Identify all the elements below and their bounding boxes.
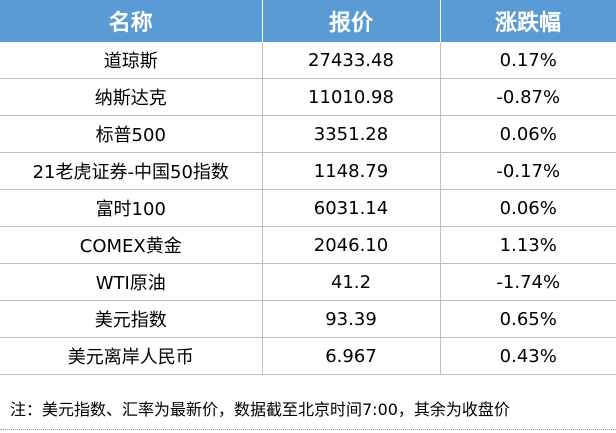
header-cell: 报价 — [262, 0, 441, 42]
table-cell: 富时100 — [0, 189, 263, 227]
table-cell: 0.17% — [439, 42, 616, 79]
header-cell: 名称 — [0, 0, 263, 42]
table-cell: 6031.14 — [261, 189, 441, 227]
table-cell: 2046.10 — [261, 226, 441, 264]
table-cell: 1148.79 — [261, 152, 441, 190]
table-cell: 11010.98 — [261, 78, 441, 116]
table-row: 道琼斯 27433.48 0.17% — [0, 42, 616, 79]
table-cell: 21老虎证券-中国50指数 — [0, 152, 263, 190]
table-row: 21老虎证券-中国50指数 1148.79 -0.17% — [0, 152, 616, 190]
table-cell: WTI原油 — [0, 263, 263, 301]
header-cell: 涨跌幅 — [440, 0, 616, 42]
table-row: COMEX黄金 2046.10 1.13% — [0, 226, 616, 264]
table-cell: 1.13% — [439, 226, 616, 264]
table-row: WTI原油 41.2 -1.74% — [0, 263, 616, 301]
table-cell: 3351.28 — [261, 115, 441, 153]
table-row: 纳斯达克 11010.98 -0.87% — [0, 78, 616, 116]
table-cell: 0.65% — [439, 300, 616, 338]
table-cell: 41.2 — [261, 263, 441, 301]
quote-table: 名称 报价 涨跌幅 道琼斯 27433.48 0.17% 纳斯达克 11010.98 -0.8… — [0, 0, 616, 375]
table-cell: 标普500 — [0, 115, 263, 153]
table-cell: 6.967 — [261, 337, 441, 375]
table-cell: 0.06% — [439, 189, 616, 227]
table-row: 美元指数 93.39 0.65% — [0, 300, 616, 338]
table-cell: -1.74% — [439, 263, 616, 301]
table-cell: 纳斯达克 — [0, 78, 263, 116]
table-cell: 道琼斯 — [0, 42, 263, 79]
table-cell: 美元指数 — [0, 300, 263, 338]
table-cell: 0.43% — [439, 337, 616, 375]
table-cell: 美元离岸人民币 — [0, 337, 263, 375]
table-cell: COMEX黄金 — [0, 226, 263, 264]
table-body: 道琼斯 27433.48 0.17% 纳斯达克 11010.98 -0.87% 标普500 3… — [0, 42, 616, 375]
table-row: 富时100 6031.14 0.06% — [0, 189, 616, 227]
table-cell: 27433.48 — [261, 42, 441, 79]
table-row: 标普500 3351.28 0.06% — [0, 115, 616, 153]
divider — [0, 429, 616, 430]
note: 注：美元指数、汇率为最新价，数据截至北京时间7:00，其余为收盘价 — [10, 400, 510, 419]
table-row: 美元离岸人民币 6.967 0.43% — [0, 337, 616, 375]
table-cell: -0.87% — [439, 78, 616, 116]
table-cell: -0.17% — [439, 152, 616, 190]
table-cell: 93.39 — [261, 300, 441, 338]
header-row: 名称 报价 涨跌幅 — [0, 0, 616, 42]
table-cell: 0.06% — [439, 115, 616, 153]
